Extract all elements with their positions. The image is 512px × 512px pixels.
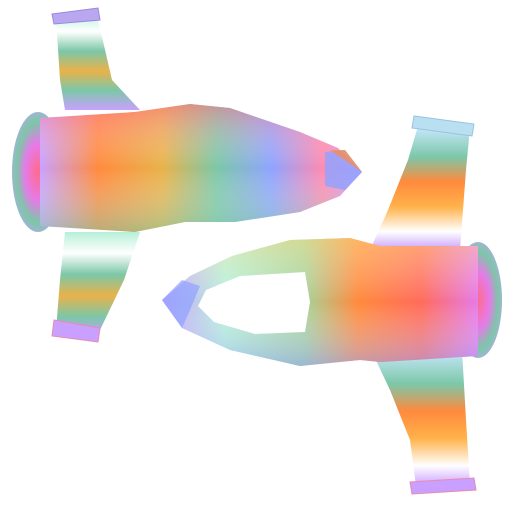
bottom-wing-right-ship [372,350,470,486]
top-wing-right-ship [370,126,470,250]
spaceship-left [12,7,362,343]
bottom-wing-left-ship [56,232,140,338]
top-wing-left-ship [56,12,140,110]
spaceship-right [162,115,502,495]
